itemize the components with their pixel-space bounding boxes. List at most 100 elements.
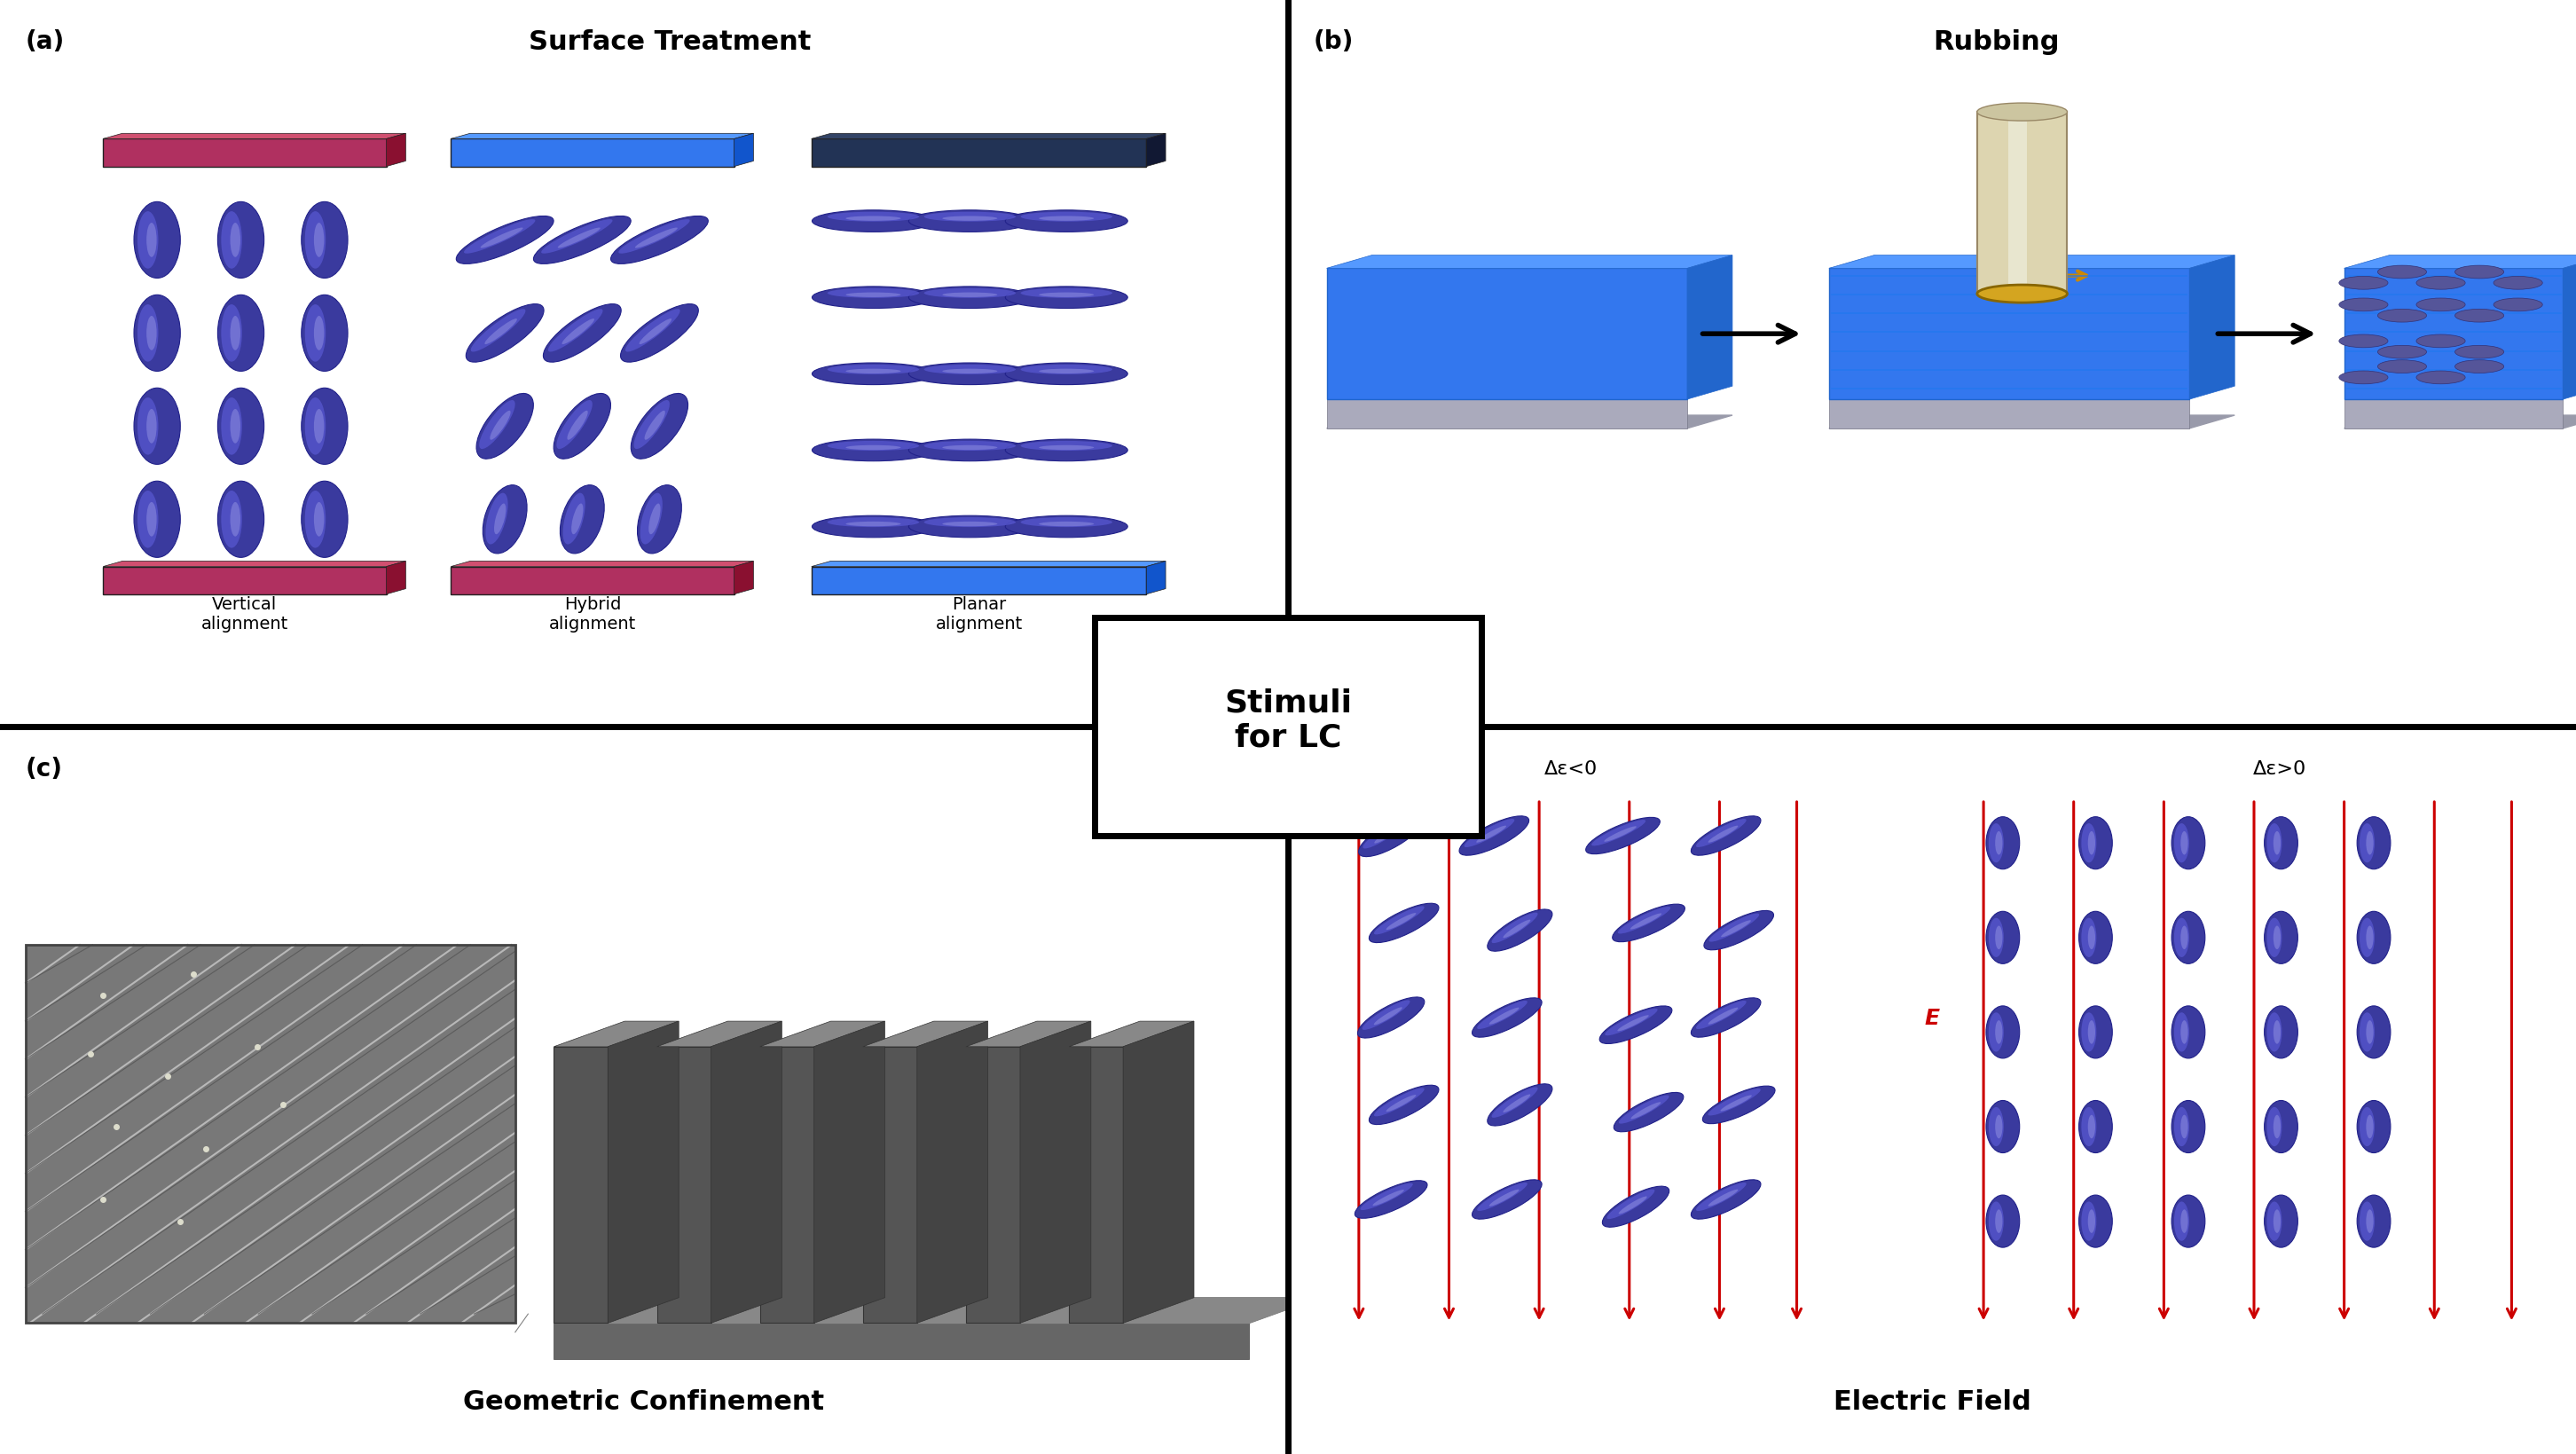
Ellipse shape	[845, 217, 902, 221]
Ellipse shape	[1703, 1086, 1775, 1124]
Ellipse shape	[1486, 910, 1553, 951]
Ellipse shape	[2264, 1101, 2298, 1153]
Ellipse shape	[1363, 1000, 1409, 1029]
Ellipse shape	[1986, 912, 2020, 964]
Bar	[1069, 1047, 1123, 1323]
Ellipse shape	[1368, 1085, 1440, 1125]
Ellipse shape	[1989, 823, 2004, 862]
Ellipse shape	[2081, 1012, 2097, 1051]
Ellipse shape	[554, 394, 611, 459]
Bar	[1978, 112, 2066, 294]
Bar	[1829, 269, 2190, 400]
Ellipse shape	[1978, 103, 2069, 122]
Ellipse shape	[1986, 817, 2020, 869]
Ellipse shape	[2378, 266, 2427, 279]
Ellipse shape	[1458, 816, 1530, 856]
Ellipse shape	[559, 486, 605, 554]
Polygon shape	[814, 1021, 886, 1323]
Ellipse shape	[1690, 816, 1762, 856]
Ellipse shape	[2267, 823, 2282, 862]
Ellipse shape	[1492, 1088, 1538, 1118]
Ellipse shape	[1613, 1092, 1685, 1133]
Ellipse shape	[2367, 1115, 2372, 1138]
Polygon shape	[811, 134, 1167, 140]
Ellipse shape	[479, 401, 515, 449]
Ellipse shape	[559, 228, 600, 249]
Ellipse shape	[1363, 819, 1409, 849]
Ellipse shape	[1996, 1021, 2002, 1044]
Bar	[966, 1047, 1020, 1323]
Ellipse shape	[482, 228, 523, 249]
Ellipse shape	[137, 212, 157, 269]
Ellipse shape	[2275, 1210, 2280, 1233]
Ellipse shape	[2089, 1021, 2094, 1044]
Ellipse shape	[1690, 997, 1762, 1038]
Ellipse shape	[134, 202, 180, 279]
Ellipse shape	[1476, 1182, 1528, 1211]
Polygon shape	[1327, 416, 1731, 429]
Ellipse shape	[1989, 1201, 2004, 1240]
Ellipse shape	[222, 398, 242, 455]
Ellipse shape	[2455, 361, 2504, 374]
Ellipse shape	[2275, 926, 2280, 949]
Ellipse shape	[2339, 371, 2388, 384]
Ellipse shape	[2378, 361, 2427, 374]
Ellipse shape	[2089, 1210, 2094, 1233]
Ellipse shape	[845, 294, 902, 298]
Ellipse shape	[2360, 917, 2375, 957]
Ellipse shape	[2174, 1108, 2190, 1146]
Ellipse shape	[2275, 1115, 2280, 1138]
Ellipse shape	[909, 286, 1030, 308]
Text: Geometric Confinement: Geometric Confinement	[464, 1389, 824, 1415]
Bar	[554, 1323, 1249, 1359]
Ellipse shape	[2182, 926, 2187, 949]
Polygon shape	[2190, 256, 2236, 400]
Ellipse shape	[811, 364, 935, 385]
Ellipse shape	[1005, 286, 1128, 308]
Ellipse shape	[2172, 912, 2205, 964]
Ellipse shape	[2494, 298, 2543, 313]
Bar	[1327, 269, 1687, 400]
Ellipse shape	[2267, 917, 2282, 957]
Ellipse shape	[1721, 1095, 1752, 1111]
Ellipse shape	[229, 224, 240, 257]
Ellipse shape	[2455, 346, 2504, 359]
Ellipse shape	[1996, 832, 2002, 855]
Text: Stimuli
for LC: Stimuli for LC	[1224, 688, 1352, 752]
Bar	[451, 567, 734, 595]
Text: (a): (a)	[26, 29, 64, 54]
Ellipse shape	[2089, 832, 2094, 855]
Bar	[863, 1047, 917, 1323]
Polygon shape	[1687, 256, 1731, 400]
Ellipse shape	[2339, 298, 2388, 313]
Ellipse shape	[1368, 903, 1440, 944]
Ellipse shape	[2275, 1021, 2280, 1044]
Ellipse shape	[1605, 1009, 1656, 1035]
Ellipse shape	[2182, 1021, 2187, 1044]
Ellipse shape	[636, 486, 683, 554]
Ellipse shape	[222, 212, 242, 269]
Ellipse shape	[147, 224, 157, 257]
Bar	[1829, 400, 2190, 429]
Bar	[1327, 400, 1687, 429]
Text: (b): (b)	[1314, 29, 1355, 54]
Ellipse shape	[827, 442, 920, 451]
Polygon shape	[554, 1297, 1321, 1323]
Bar	[2344, 269, 2563, 400]
Ellipse shape	[2267, 1201, 2282, 1240]
Ellipse shape	[2182, 1210, 2187, 1233]
Ellipse shape	[1986, 1195, 2020, 1248]
Ellipse shape	[2079, 1101, 2112, 1153]
Ellipse shape	[134, 388, 180, 465]
Ellipse shape	[484, 320, 518, 345]
Ellipse shape	[2174, 917, 2190, 957]
Ellipse shape	[304, 398, 325, 455]
Polygon shape	[1829, 256, 2236, 269]
Ellipse shape	[314, 410, 325, 443]
Ellipse shape	[562, 320, 595, 345]
Ellipse shape	[2357, 912, 2391, 964]
Ellipse shape	[1708, 1089, 1759, 1115]
Ellipse shape	[304, 305, 325, 362]
Ellipse shape	[1038, 294, 1095, 298]
Ellipse shape	[456, 217, 554, 265]
